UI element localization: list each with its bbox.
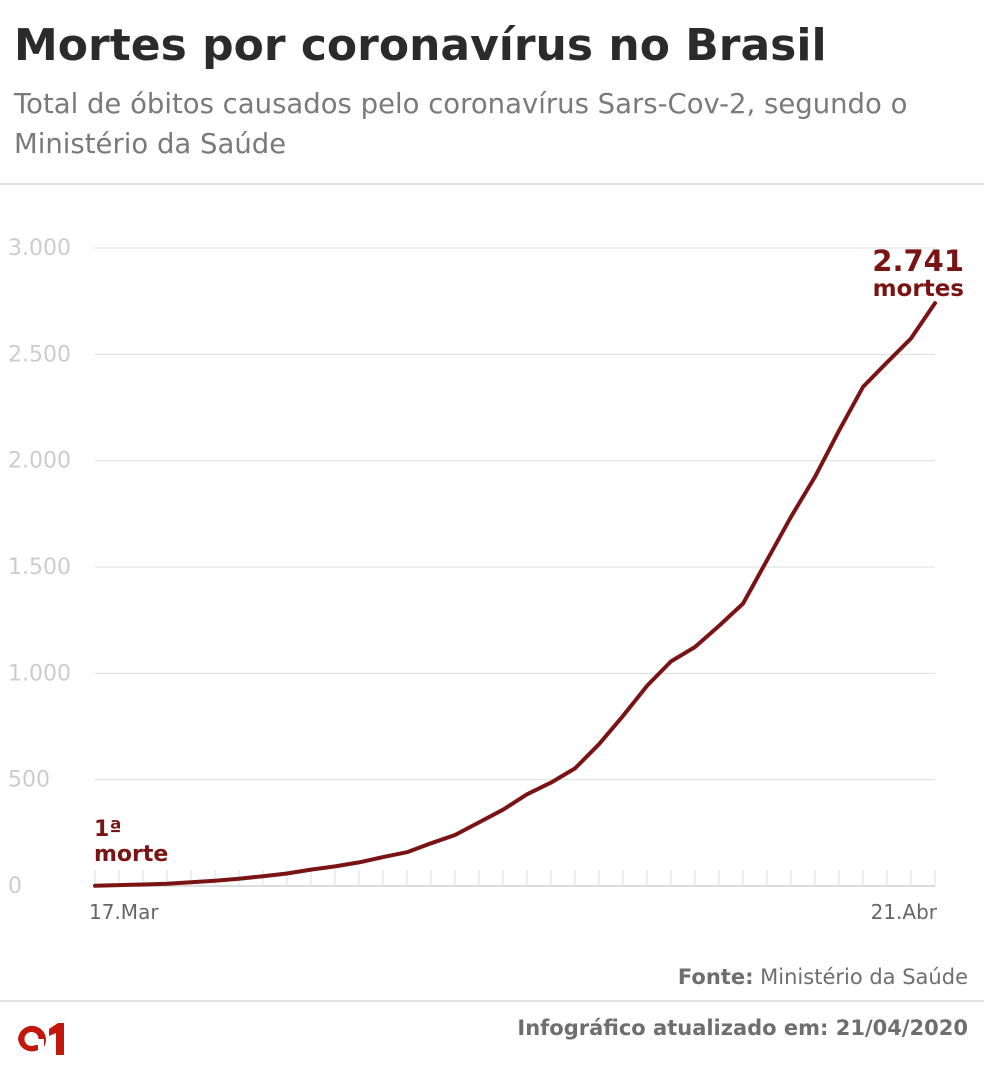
data-point [861,385,865,389]
data-point [453,833,457,837]
data-point [381,855,385,859]
y-tick-label: 3.000 [8,236,71,261]
chart-subtitle: Total de óbitos causados pelo coronavíru… [14,88,908,160]
y-tick-label: 1.000 [8,661,71,686]
data-point [885,360,889,365]
deaths-series-line [93,301,937,888]
x-tick-label: 17.Mar [89,900,159,924]
data-point [333,864,337,869]
data-point [573,766,577,770]
first-death-label-text: morte [94,842,168,867]
data-point [405,850,409,854]
data-point [501,808,505,812]
bottom-divider [0,1000,984,1002]
data-point [933,301,937,305]
update-note: Infográfico atualizado em: 21/04/2020 [517,1016,968,1040]
top-divider [0,183,984,185]
data-point [837,429,841,433]
data-point [213,879,217,883]
data-point [621,714,625,718]
data-point [597,742,601,746]
data-point [909,336,913,340]
data-point [357,860,361,864]
data-point [477,820,481,825]
data-point [93,884,97,888]
data-point [693,645,697,649]
source-note: Fonte: Ministério da Saúde [678,962,968,992]
data-point [813,475,817,479]
data-point [525,792,529,796]
data-point [237,877,241,881]
chart-title: Mortes por coronavírus no Brasil [14,20,827,71]
data-point [165,882,169,886]
line-chart: 0 500 1.000 1.500 2.000 2.500 3.000 17.Mar 21.Ab… [8,236,964,924]
data-point [789,515,793,519]
total-deaths-value: 2.741 [872,244,964,278]
first-death-label: 1ª [94,817,122,842]
data-point [261,874,265,878]
data-point [741,601,745,606]
data-point [429,841,433,845]
g1-logo [18,1023,64,1055]
data-point [765,558,769,562]
x-tick-label: 21.Abr [871,900,938,924]
data-point [285,871,289,876]
data-point [549,781,553,785]
data-point [141,882,145,887]
data-point [309,868,313,872]
data-point [717,624,721,628]
y-tick-label: 2.500 [8,342,71,367]
data-point [117,883,121,887]
y-tick-label: 0 [8,874,22,899]
data-point [189,880,193,884]
y-tick-label: 500 [8,768,50,793]
source-label: Fonte: [677,965,754,989]
y-tick-label: 1.500 [8,555,71,580]
y-tick-label: 2.000 [8,449,71,474]
data-point [669,659,673,664]
total-deaths-label: mortes [873,276,964,302]
source-value: Ministério da Saúde [760,965,968,989]
data-point [645,684,649,688]
